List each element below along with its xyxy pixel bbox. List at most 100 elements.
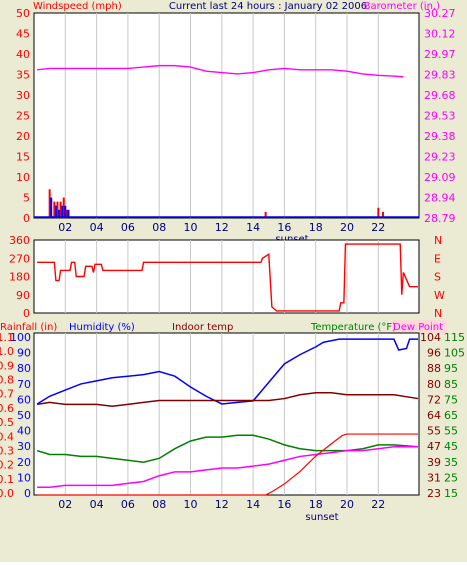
humidity-y-tick: 80 bbox=[17, 362, 31, 375]
indoor-temp-y-tick: 39 bbox=[427, 456, 441, 469]
windgust-bar bbox=[264, 211, 267, 218]
indoor-temp-y-tick: 31 bbox=[427, 471, 441, 484]
windspeed-x-tick: 02 bbox=[58, 221, 72, 234]
weather-x-tick: 12 bbox=[215, 498, 229, 511]
windspeed-x-tick: 22 bbox=[371, 221, 385, 234]
windspeed-bar bbox=[67, 209, 70, 218]
wind-direction-y-tick: 180 bbox=[9, 271, 30, 284]
windspeed-y-tick: 5 bbox=[23, 192, 30, 205]
wind-direction-y-tick: 270 bbox=[9, 252, 30, 265]
barometer-axis-title: Barometer (in.) bbox=[364, 1, 440, 12]
weather-x-tick: 04 bbox=[90, 498, 104, 511]
barometer-y-tick: 29.23 bbox=[424, 151, 456, 164]
barometer-y-tick: 30.27 bbox=[424, 7, 456, 20]
wind-direction-grid bbox=[64, 240, 379, 313]
indoor-temp-y-tick: 80 bbox=[427, 378, 441, 391]
dewpoint-axis-title: Dew Point bbox=[393, 322, 443, 333]
temperature-y-tick: 85 bbox=[444, 378, 458, 391]
windgust-bar bbox=[382, 211, 385, 218]
humidity-y-tick: 10 bbox=[17, 471, 31, 484]
windspeed-y-tick: 0 bbox=[23, 212, 30, 225]
windspeed-y-tick: 20 bbox=[16, 130, 30, 143]
windspeed-y-tick: 35 bbox=[16, 69, 30, 82]
weather-x-tick: 08 bbox=[152, 498, 166, 511]
barometer-y-tick: 30.12 bbox=[424, 28, 456, 41]
windspeed-series bbox=[34, 64, 419, 218]
temperature-y-tick: 15 bbox=[444, 487, 458, 500]
rainfall-y-tick: 0.1 bbox=[0, 473, 14, 486]
humidity-y-tick: 0 bbox=[24, 487, 31, 500]
indoor-temp-y-tick: 23 bbox=[427, 487, 441, 500]
wind-direction-series bbox=[37, 243, 418, 312]
humidity-y-tick: 90 bbox=[17, 347, 31, 360]
windgust-bar bbox=[65, 209, 68, 218]
wind-direction-y-tick: 90 bbox=[16, 289, 30, 302]
humidity-y-tick: 30 bbox=[17, 440, 31, 453]
humidity-y-tick: 20 bbox=[17, 456, 31, 469]
wind-direction-y-tick: 0 bbox=[23, 307, 30, 320]
windgust-bar bbox=[62, 197, 65, 218]
windspeed-bar bbox=[54, 205, 57, 218]
windspeed-x-tick: 06 bbox=[121, 221, 135, 234]
weather-x-tick: 16 bbox=[277, 498, 291, 511]
windspeed-y-tick: 30 bbox=[16, 89, 30, 102]
barometer-y-tick: 29.38 bbox=[424, 130, 456, 143]
windspeed-y-tick: 10 bbox=[16, 171, 30, 184]
weather-x-tick: 20 bbox=[340, 498, 354, 511]
barometer-y-tick: 28.79 bbox=[424, 212, 456, 225]
weather-x-tick: 18 bbox=[309, 498, 323, 511]
rainfall-y-tick: 0.6 bbox=[0, 402, 14, 415]
windspeed-axes: 02 04 06 08 10 12 14 16 18 20 22 0 5 10 15 20 25 30 35 40 45… bbox=[16, 7, 456, 234]
weather-series bbox=[36, 338, 419, 496]
humidity-y-tick: 100 bbox=[10, 331, 31, 344]
indoor-temp-line bbox=[37, 392, 419, 408]
windgust-bar bbox=[56, 201, 59, 218]
windspeed-bar bbox=[58, 209, 61, 218]
windspeed-y-tick: 25 bbox=[16, 110, 30, 123]
weather-x-tick: 06 bbox=[121, 498, 135, 511]
temperature-y-tick: 105 bbox=[444, 347, 465, 360]
humidity-y-tick: 40 bbox=[17, 425, 31, 438]
rainfall-y-tick: 0.3 bbox=[0, 444, 14, 457]
barometer-y-tick: 29.53 bbox=[424, 110, 456, 123]
windspeed-x-tick: 18 bbox=[309, 221, 323, 234]
windspeed-bar bbox=[50, 197, 53, 218]
barometer-y-tick: 29.83 bbox=[424, 69, 456, 82]
weather-x-tick: 10 bbox=[184, 498, 198, 511]
humidity-line bbox=[36, 338, 418, 405]
rainfall-y-tick: 0.4 bbox=[0, 430, 14, 443]
dewpoint-label-bg bbox=[392, 320, 447, 333]
windspeed-x-tick: 04 bbox=[90, 221, 104, 234]
weather-axes: 02 04 06 08 10 12 14 16 18 20 22 0.00.10.2 0.30.40.5… bbox=[0, 331, 465, 511]
windspeed-x-tick: 08 bbox=[152, 221, 166, 234]
compass-label: N bbox=[434, 234, 442, 247]
humidity-axis-title: Humidity (%) bbox=[69, 322, 135, 333]
windspeed-plot-area bbox=[33, 12, 420, 219]
windspeed-y-tick: 45 bbox=[16, 28, 30, 41]
rainfall-y-tick: 0.0 bbox=[0, 487, 14, 500]
barometer-y-tick: 28.94 bbox=[424, 192, 456, 205]
temperature-y-tick: 55 bbox=[444, 425, 458, 438]
humidity-y-tick: 50 bbox=[17, 409, 31, 422]
indoor-temp-y-tick: 64 bbox=[427, 409, 441, 422]
rainfall-y-tick: 0.5 bbox=[0, 416, 14, 429]
windspeed-x-tick: 14 bbox=[246, 221, 260, 234]
rainfall-y-tick: 0.8 bbox=[0, 374, 14, 387]
indoor-temp-y-tick: 55 bbox=[427, 425, 441, 438]
windspeed-bar bbox=[64, 205, 67, 218]
temperature-y-tick: 45 bbox=[444, 440, 458, 453]
chart-title: Current last 24 hours : January 02 2006 bbox=[169, 1, 367, 12]
compass-label: W bbox=[434, 289, 445, 302]
barometer-y-tick: 29.68 bbox=[424, 89, 456, 102]
windspeed-y-tick: 50 bbox=[16, 7, 30, 20]
windspeed-x-tick: 16 bbox=[277, 221, 291, 234]
windspeed-bar bbox=[61, 205, 64, 218]
rainfall-in-line bbox=[37, 433, 418, 496]
humidity-y-tick: 60 bbox=[17, 393, 31, 406]
windgust-bar bbox=[48, 189, 51, 218]
temperature-y-tick: 115 bbox=[444, 331, 465, 344]
rainfall-y-tick: 0.2 bbox=[0, 459, 14, 472]
